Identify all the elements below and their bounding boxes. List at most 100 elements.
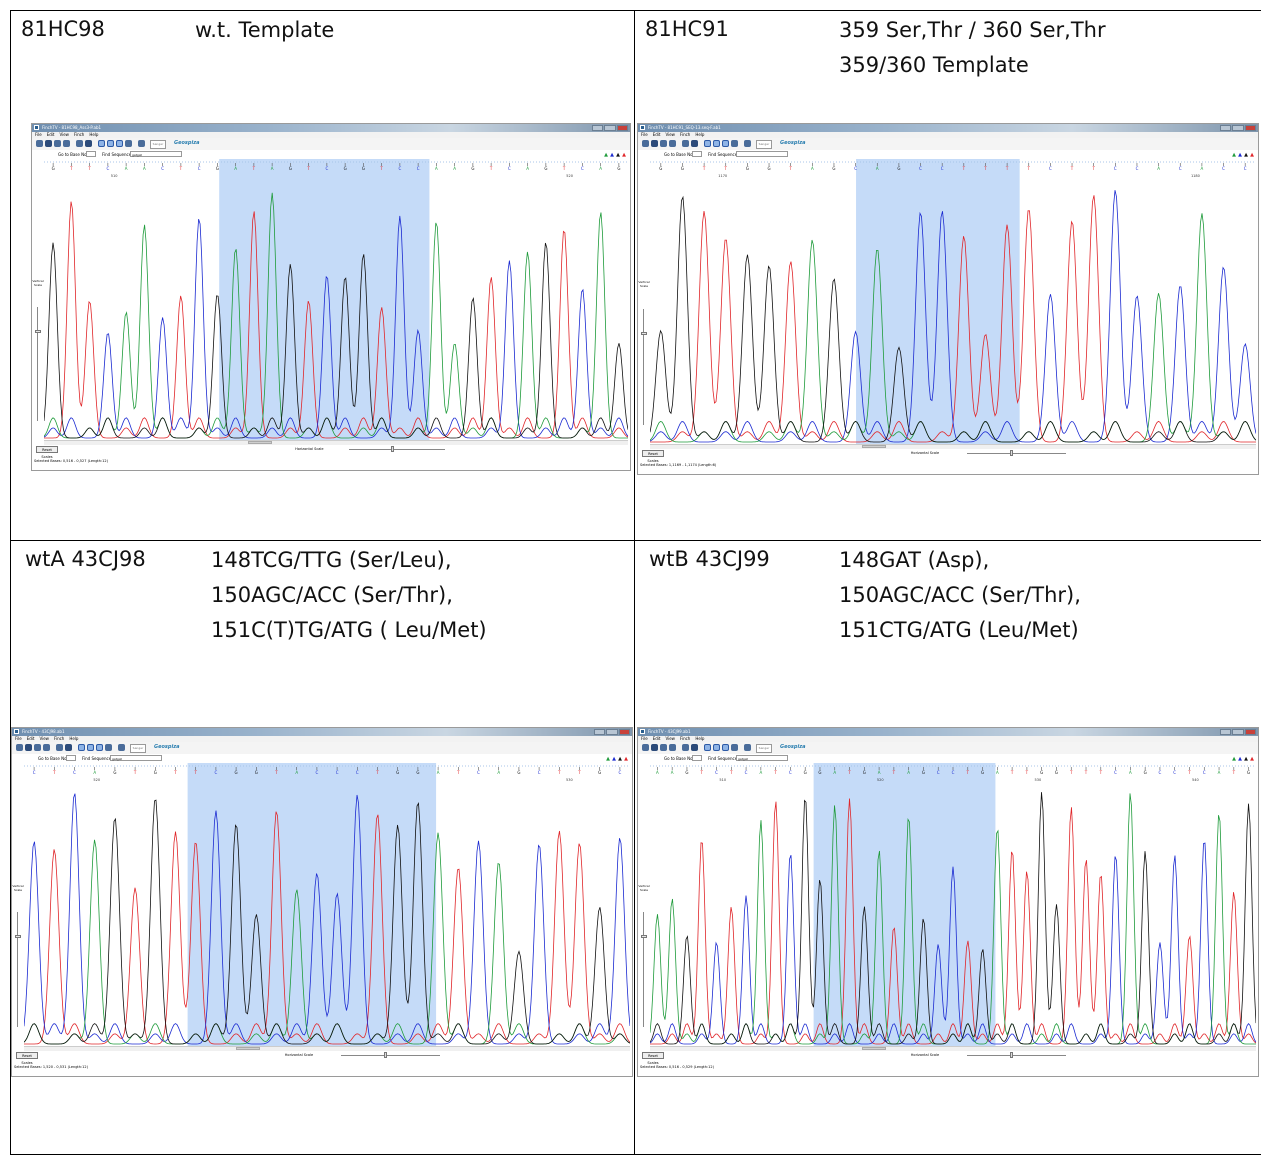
view-multi-icon[interactable]: [87, 744, 94, 751]
reset-scales-button[interactable]: Reset Scales: [642, 1052, 664, 1065]
save-icon[interactable]: [45, 140, 52, 147]
refresh-icon[interactable]: [138, 140, 145, 147]
vertical-scale-slider[interactable]: [35, 330, 41, 333]
horizontal-scrollbar[interactable]: [44, 440, 628, 445]
view-single-icon[interactable]: [98, 140, 105, 147]
menu-item-finch[interactable]: Finch: [679, 132, 691, 137]
selection-highlight[interactable]: [187, 763, 437, 1046]
refresh-icon[interactable]: [744, 140, 751, 147]
reset-scales-button[interactable]: Reset Scales: [642, 450, 664, 463]
view-multi-icon[interactable]: [713, 140, 720, 147]
base-toggle-icon[interactable]: ▲: [1250, 152, 1254, 158]
menu-item-edit[interactable]: Edit: [26, 736, 35, 741]
view-grid-icon[interactable]: [722, 140, 729, 147]
menu-item-finch[interactable]: Finch: [53, 736, 65, 741]
copy-icon[interactable]: [56, 744, 63, 751]
menu-item-view[interactable]: View: [665, 736, 675, 741]
view-multi-icon[interactable]: [713, 744, 720, 751]
reset-scales-button[interactable]: Reset Scales: [36, 446, 58, 459]
horizontal-scrollbar[interactable]: [650, 444, 1256, 449]
save-icon[interactable]: [25, 744, 32, 751]
view-list-icon[interactable]: [731, 744, 738, 751]
selection-highlight[interactable]: [813, 763, 996, 1046]
minimize-icon[interactable]: [594, 729, 606, 735]
view-multi-icon[interactable]: [107, 140, 114, 147]
close-icon[interactable]: [618, 729, 630, 735]
base-toggle-icon[interactable]: ▲: [1250, 756, 1254, 762]
close-icon[interactable]: [1244, 729, 1256, 735]
horizontal-scale-slider[interactable]: [390, 446, 394, 452]
copy-icon[interactable]: [76, 140, 83, 147]
export-icon[interactable]: [691, 140, 698, 147]
menu-item-edit[interactable]: Edit: [652, 132, 661, 137]
find-sequence-input[interactable]: [736, 151, 788, 157]
base-toggle-icon[interactable]: ▲: [622, 152, 626, 158]
vertical-scale-slider[interactable]: [641, 935, 647, 939]
view-single-icon[interactable]: [78, 744, 85, 751]
base-toggle-icon[interactable]: ▲: [612, 756, 616, 762]
format-select[interactable]: Sanger: [150, 140, 166, 149]
title-bar[interactable]: FinchTV - 81HC91_SEQ-13.seq-F.ab1: [638, 124, 1258, 132]
close-icon[interactable]: [1244, 125, 1256, 131]
view-grid-icon[interactable]: [722, 744, 729, 751]
menu-item-file[interactable]: File: [641, 132, 648, 137]
horizontal-scale-slider[interactable]: [1010, 1052, 1013, 1058]
go-to-base-input[interactable]: [692, 755, 702, 761]
go-to-base-input[interactable]: [66, 755, 76, 761]
find-sequence-input[interactable]: gatgat: [110, 755, 162, 761]
menu-item-help[interactable]: Help: [89, 132, 99, 137]
base-toggle-icon[interactable]: ▲: [1232, 152, 1236, 158]
copy-icon[interactable]: [682, 744, 689, 751]
format-select[interactable]: Sanger: [130, 744, 146, 753]
menu-item-help[interactable]: Help: [695, 736, 705, 741]
export-icon[interactable]: [65, 744, 72, 751]
base-toggle-icon[interactable]: ▲: [1232, 756, 1236, 762]
menu-item-view[interactable]: View: [59, 132, 69, 137]
base-toggle-icon[interactable]: ▲: [624, 756, 628, 762]
menu-item-file[interactable]: File: [35, 132, 42, 137]
chromatogram-plot[interactable]: G T T C A A C T C G A T A G T C G G T C C A A G T C A G T C A G 510 520: [44, 159, 628, 444]
open-icon[interactable]: [642, 140, 649, 147]
export-icon[interactable]: [85, 140, 92, 147]
horizontal-scrollbar[interactable]: [650, 1046, 1256, 1051]
vertical-scale-slider[interactable]: [641, 332, 647, 336]
format-select[interactable]: Sanger: [756, 140, 772, 149]
base-toggle-icon[interactable]: ▲: [1238, 756, 1242, 762]
chromatogram-plot[interactable]: G G T T G G T A G C A G C C T T T T C T T C C A C A C C 1170 1180: [650, 159, 1256, 448]
info-icon[interactable]: [63, 140, 70, 147]
view-list-icon[interactable]: [105, 744, 112, 751]
view-list-icon[interactable]: [731, 140, 738, 147]
copy-icon[interactable]: [682, 140, 689, 147]
title-bar[interactable]: FinchTV - 43CJ99.ab1: [638, 728, 1258, 736]
menu-item-finch[interactable]: Finch: [679, 736, 691, 741]
menu-item-file[interactable]: File: [641, 736, 648, 741]
close-icon[interactable]: [616, 125, 628, 131]
print-icon[interactable]: [660, 140, 667, 147]
horizontal-scale-slider[interactable]: [1010, 450, 1013, 456]
print-icon[interactable]: [54, 140, 61, 147]
open-icon[interactable]: [642, 744, 649, 751]
base-toggle-icon[interactable]: ▲: [616, 152, 620, 158]
view-grid-icon[interactable]: [116, 140, 123, 147]
find-sequence-input[interactable]: gatgat: [130, 151, 182, 157]
info-icon[interactable]: [669, 744, 676, 751]
menu-item-file[interactable]: File: [15, 736, 22, 741]
minimize-icon[interactable]: [1220, 729, 1232, 735]
maximize-icon[interactable]: [1232, 125, 1244, 131]
print-icon[interactable]: [34, 744, 41, 751]
vertical-scale-slider[interactable]: [15, 935, 21, 939]
base-toggle-icon[interactable]: ▲: [606, 756, 610, 762]
menu-item-view[interactable]: View: [665, 132, 675, 137]
minimize-icon[interactable]: [1220, 125, 1232, 131]
menu-item-view[interactable]: View: [39, 736, 49, 741]
info-icon[interactable]: [669, 140, 676, 147]
print-icon[interactable]: [660, 744, 667, 751]
base-toggle-icon[interactable]: ▲: [604, 152, 608, 158]
refresh-icon[interactable]: [118, 744, 125, 751]
base-toggle-icon[interactable]: ▲: [1244, 756, 1248, 762]
base-toggle-icon[interactable]: ▲: [1238, 152, 1242, 158]
base-toggle-icon[interactable]: ▲: [618, 756, 622, 762]
export-icon[interactable]: [691, 744, 698, 751]
menu-item-help[interactable]: Help: [69, 736, 79, 741]
